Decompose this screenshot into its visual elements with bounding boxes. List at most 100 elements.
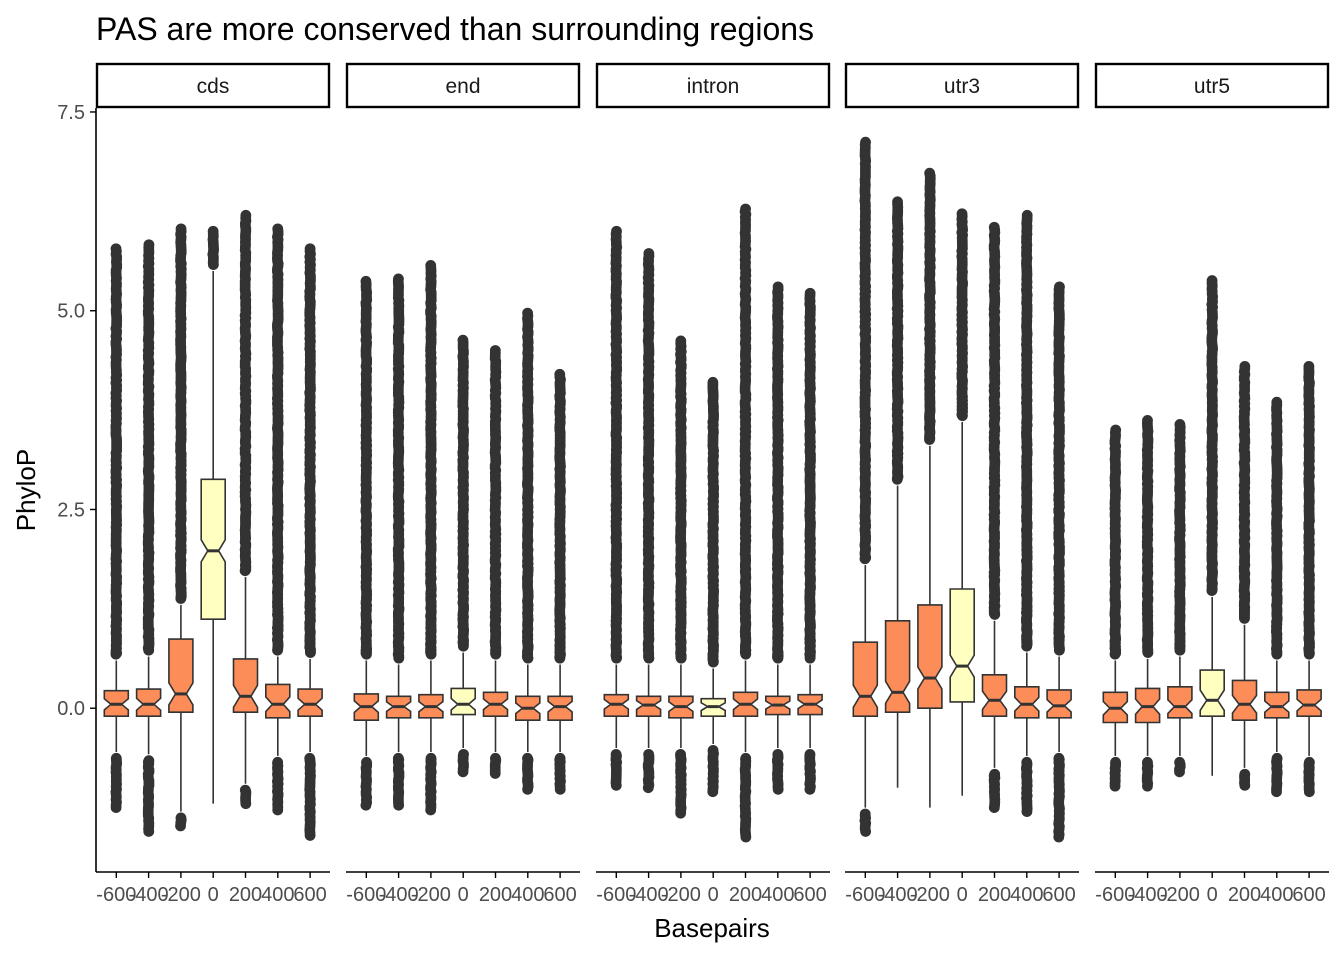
box-intron-200 [732, 203, 759, 843]
box-body [852, 641, 879, 718]
outlier-point [425, 260, 437, 271]
outlier-point [675, 807, 687, 819]
outlier-point [1110, 424, 1122, 436]
outlier-point [1021, 806, 1033, 817]
x-tick-label: 400 [761, 884, 794, 906]
outlier-point [425, 804, 437, 816]
box-body [135, 688, 162, 718]
facet-strip-label: cds [197, 75, 230, 98]
box-intron--600 [603, 225, 630, 791]
box-cds--400 [135, 239, 162, 837]
facet-strip-label: utr5 [1194, 75, 1230, 98]
facet-panels: cds-600-400-200 0 200400600end-600-400-200… [95, 62, 1330, 906]
facet-strip-label: end [445, 75, 480, 98]
outlier-point [740, 203, 751, 215]
x-tick-label: 200 [229, 884, 262, 906]
outlier-point [988, 802, 1000, 814]
box-body [450, 687, 477, 716]
x-tick-label: 400 [511, 884, 544, 906]
x-tick-label: -600 [96, 884, 136, 906]
box-utr3-400 [1013, 209, 1040, 817]
outlier-point [892, 196, 903, 208]
box-end--200 [418, 260, 444, 816]
outlier-point [675, 335, 687, 347]
box-utr3-200 [981, 221, 1008, 814]
outlier-point [393, 799, 405, 811]
box-end--400 [385, 273, 412, 811]
box-body [949, 588, 976, 703]
box-intron--200 [668, 335, 694, 819]
outlier-point [360, 275, 372, 287]
outlier-point [1053, 831, 1065, 843]
box-body [168, 638, 194, 714]
outlier-point [642, 782, 654, 794]
box-cds--200 [168, 223, 194, 832]
box-body [884, 619, 911, 714]
outlier-point [304, 243, 316, 255]
outlier-point [643, 248, 655, 259]
box-cds-600 [297, 243, 323, 841]
facet-strip [345, 62, 581, 109]
chart-title: PAS are more conserved than surrounding … [96, 11, 814, 47]
x-tick-label: 0 [208, 884, 219, 906]
box-cds--600 [103, 243, 130, 814]
outlier-point [489, 345, 501, 356]
x-tick-label: 200 [479, 884, 512, 906]
outlier-point [110, 802, 122, 814]
outlier-point [772, 783, 784, 795]
outlier-point [393, 273, 404, 285]
outlier-point [304, 830, 316, 841]
x-tick-label: -200 [411, 884, 451, 906]
outlier-point [707, 376, 719, 388]
x-tick-label: 400 [261, 884, 294, 906]
x-tick-label: -600 [346, 884, 386, 906]
x-tick-label: -200 [161, 884, 201, 906]
x-tick-label: 200 [729, 884, 762, 906]
box-body [264, 683, 291, 719]
outlier-point [772, 281, 784, 293]
x-tick-label: 0 [957, 884, 968, 906]
facet-strip [95, 62, 331, 109]
outlier-point [804, 287, 816, 299]
outlier-point [522, 307, 533, 319]
box-body [981, 673, 1008, 718]
box-body [232, 658, 259, 714]
box-utr3--600 [852, 136, 879, 837]
outlier-point [956, 208, 968, 220]
x-tick-label: -200 [910, 884, 950, 906]
x-tick-label: 600 [293, 884, 326, 906]
x-tick-label: -400 [129, 884, 169, 906]
y-tick-label: 2.5 [57, 499, 85, 521]
outlier-point [360, 799, 372, 811]
box-end-400 [514, 307, 541, 795]
outlier-point [554, 783, 566, 795]
x-tick-label: -400 [379, 884, 419, 906]
outlier-point [554, 368, 566, 380]
box-intron-400 [764, 281, 791, 795]
outlier-point [1054, 281, 1065, 293]
outlier-point [457, 334, 469, 346]
box-body [200, 478, 226, 621]
x-tick-label: 400 [1010, 884, 1043, 906]
outlier-point [143, 826, 155, 837]
box-cds-400 [264, 223, 291, 816]
y-axis: 0.02.55.07.5 [57, 102, 97, 872]
outlier-point [272, 223, 284, 235]
box-end-0 [450, 334, 477, 778]
outlier-point [1021, 209, 1033, 221]
x-tick-label: 0 [458, 884, 469, 906]
box-utr3--400 [884, 196, 911, 788]
outlier-point [175, 223, 187, 235]
outlier-point [207, 225, 219, 237]
outlier-point [1109, 780, 1121, 792]
x-tick-label: 600 [793, 884, 826, 906]
outlier-point [740, 831, 752, 843]
y-tick-label: 5.0 [57, 301, 85, 323]
x-tick-label: 0 [708, 884, 719, 906]
box-utr3--200 [917, 167, 943, 808]
